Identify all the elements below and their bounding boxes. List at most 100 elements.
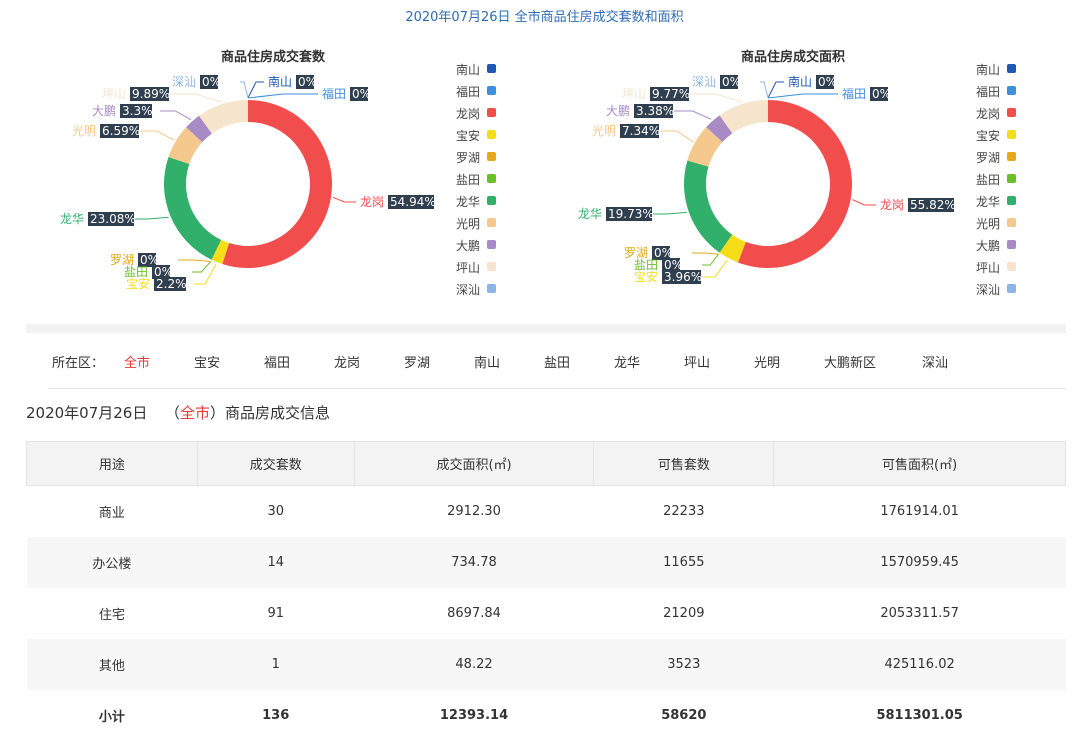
pie-slice[interactable] (186, 115, 212, 143)
filter-item[interactable]: 龙岗 (334, 356, 361, 371)
slice-label-value: 0% (140, 253, 159, 267)
slice-label-badge (816, 75, 834, 89)
slice-label-name: 坪山 (622, 87, 646, 101)
pie-slice[interactable] (719, 234, 746, 263)
filter-item[interactable]: 福田 (264, 356, 291, 371)
label-leader-line (240, 81, 249, 99)
slice-label-badge (138, 253, 156, 267)
cell-sold-units: 136 (262, 708, 290, 723)
cell-available-area: 5811301.05 (876, 708, 963, 723)
filter-item[interactable]: 南山 (474, 356, 501, 371)
filter-item[interactable]: 罗湖 (404, 356, 431, 371)
label-leader-line (332, 196, 356, 203)
cell-sold-area: 48.22 (354, 639, 594, 690)
cell-available-area: 1761914.01 (880, 504, 959, 519)
pie-slice[interactable] (687, 127, 723, 167)
pie-slice[interactable] (211, 239, 230, 264)
filter-item[interactable]: 盐田 (544, 356, 571, 371)
legend-item[interactable]: 坪山 (976, 261, 1000, 275)
slice-label-badge (100, 124, 139, 138)
header-sold-units: 成交套数 (196, 441, 355, 486)
legend-item[interactable]: 龙华 (456, 195, 480, 209)
pie-slice[interactable] (168, 127, 203, 165)
legend-item[interactable]: 福田 (456, 84, 480, 99)
cell-sold-area: 2912.30 (447, 504, 501, 519)
legend-item[interactable]: 罗湖 (456, 150, 480, 165)
label-leader-line (128, 216, 169, 220)
legend-item[interactable]: 坪山 (456, 261, 480, 275)
slice-label-name: 大鹏 (606, 104, 630, 118)
legend-item[interactable]: 龙岗 (456, 107, 480, 121)
pie-slice[interactable] (719, 100, 768, 134)
slice-label-badge (662, 270, 701, 284)
table-row: 商业 30 2912.30 22233 1761914.01 (27, 486, 1066, 538)
legend-item[interactable]: 盐田 (456, 173, 480, 187)
slice-label-badge (130, 87, 169, 101)
cell-available-units: 21209 (663, 606, 705, 621)
slice-label-name: 光明 (72, 124, 96, 138)
legend-item[interactable]: 宝安 (456, 128, 480, 143)
cell-sold-units: 14 (197, 537, 355, 588)
slice-label-value: 0% (352, 87, 371, 101)
legend-swatch (487, 240, 496, 249)
label-leader-line (702, 259, 728, 278)
legend-item[interactable]: 大鹏 (976, 239, 1000, 253)
slice-label-name: 福田 (322, 86, 346, 101)
slice-label-value: 0% (722, 75, 741, 89)
label-leader-line (194, 263, 217, 285)
slice-label-badge (662, 258, 680, 272)
legend-item[interactable]: 深汕 (456, 283, 480, 297)
filter-item[interactable]: 宝安 (194, 356, 221, 371)
legend-item[interactable]: 福田 (976, 84, 1000, 99)
legend-item[interactable]: 龙岗 (976, 107, 1000, 121)
legend-item[interactable]: 南山 (456, 62, 480, 77)
legend-swatch (1007, 64, 1016, 73)
legend-swatch (487, 108, 496, 117)
pie-slice[interactable] (684, 160, 733, 253)
slice-label-value: 3.38% (636, 104, 674, 118)
pie-slice[interactable] (706, 115, 733, 142)
pie-slice[interactable] (737, 100, 852, 268)
legend-swatch (487, 196, 496, 205)
slice-label-badge (606, 207, 652, 221)
legend-item[interactable]: 盐田 (976, 173, 1000, 187)
pie-slice[interactable] (163, 156, 222, 260)
label-leader-line (702, 253, 719, 266)
slice-label-name: 龙岗 (360, 195, 384, 209)
legend-swatch (1007, 108, 1016, 117)
slice-label-name: 深汕 (172, 75, 196, 89)
filter-item[interactable]: 深汕 (922, 356, 949, 371)
cell-sold-area: 734.78 (354, 537, 594, 588)
cell-purpose: 其他 (26, 639, 198, 690)
legend-item[interactable]: 罗湖 (976, 150, 1000, 165)
label-leader-line (852, 199, 876, 206)
filter-item[interactable]: 全市 (124, 356, 151, 371)
cell-available-units: 22233 (663, 504, 705, 519)
legend-item[interactable]: 深汕 (976, 283, 1000, 297)
legend-item[interactable]: 宝安 (976, 128, 1000, 143)
label-leader-line (170, 93, 222, 103)
legend-swatch (1007, 86, 1016, 95)
header-available-area: 可售面积(㎡) (773, 441, 1066, 486)
pie-slice[interactable] (222, 100, 333, 268)
filter-item[interactable]: 大鹏新区 (824, 356, 877, 371)
page-title: 2020年07月26日 全市商品住房成交套数和面积 (405, 10, 684, 25)
legend-swatch (487, 218, 496, 227)
legend-item[interactable]: 南山 (976, 62, 1000, 77)
legend-item[interactable]: 龙华 (976, 195, 1000, 209)
slice-label-name: 宝安 (126, 276, 150, 291)
legend-item[interactable]: 大鹏 (456, 239, 480, 253)
info-open-paren: （ (164, 404, 180, 422)
label-leader-line (247, 93, 318, 99)
legend-swatch (1007, 152, 1016, 161)
legend-swatch (1007, 174, 1016, 183)
slice-label-badge (650, 87, 689, 101)
legend-item[interactable]: 光明 (456, 217, 480, 231)
transaction-table: 用途 成交套数 成交面积(㎡) 可售套数 可售面积(㎡) 商业 30 2912.30… (26, 441, 1066, 741)
slice-label-name: 龙华 (60, 212, 84, 226)
filter-item[interactable]: 坪山 (684, 356, 711, 371)
filter-item[interactable]: 光明 (754, 356, 781, 371)
pie-slice[interactable] (199, 100, 248, 134)
legend-item[interactable]: 光明 (976, 217, 1000, 231)
filter-item[interactable]: 龙华 (614, 356, 641, 371)
